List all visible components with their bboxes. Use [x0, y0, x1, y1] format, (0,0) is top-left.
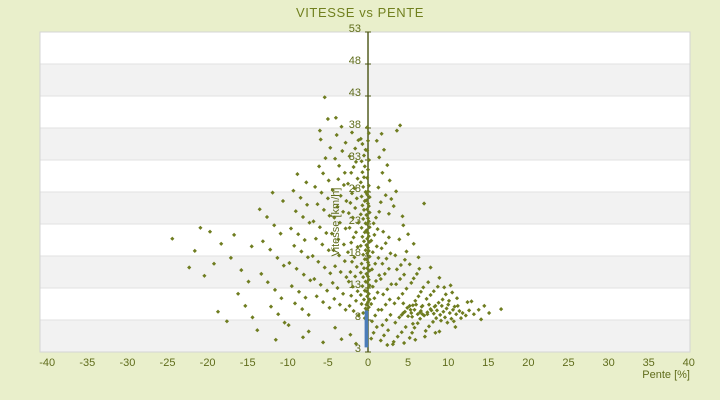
y-tick-label: 23: [349, 215, 361, 227]
x-tick-label: 25: [562, 357, 574, 369]
x-tick-label: -30: [119, 357, 135, 369]
x-tick-label: -10: [280, 357, 296, 369]
x-tick-label: -20: [200, 357, 216, 369]
y-axis-label: Vitesse [km/h]: [330, 187, 342, 257]
y-tick-label: 33: [349, 151, 361, 163]
plot-border: [39, 31, 691, 353]
plot-band: [40, 96, 690, 128]
x-tick-label: -35: [79, 357, 95, 369]
plot-band: [40, 64, 690, 96]
y-tick-label: 38: [349, 119, 361, 131]
x-tick-label: 30: [602, 357, 614, 369]
y-tick-label: 53: [349, 23, 361, 35]
y-tick-label: 18: [349, 247, 361, 259]
x-tick-label: -25: [160, 357, 176, 369]
y-tick-label: 43: [349, 87, 361, 99]
chart-title: VITESSE vs PENTE: [295, 5, 425, 20]
series-zero-slope-low-speed: [364, 310, 369, 348]
x-tick-label: 35: [643, 357, 655, 369]
y-tick-label: 3: [355, 343, 361, 355]
x-tick-label: 5: [405, 357, 411, 369]
x-tick-label: 40: [683, 357, 695, 369]
x-tick-label: 0: [365, 357, 371, 369]
plot-band: [40, 32, 690, 64]
x-tick-label: 20: [522, 357, 534, 369]
x-tick-label: 10: [442, 357, 454, 369]
y-tick-label: 13: [349, 279, 361, 291]
x-tick-label: -15: [240, 357, 256, 369]
x-tick-label: -5: [323, 357, 333, 369]
x-tick-label: 15: [482, 357, 494, 369]
x-axis-label: Pente [%]: [642, 369, 690, 381]
plot-band: [40, 192, 690, 224]
x-tick-label: -40: [39, 357, 55, 369]
y-tick-label: 48: [349, 55, 361, 67]
